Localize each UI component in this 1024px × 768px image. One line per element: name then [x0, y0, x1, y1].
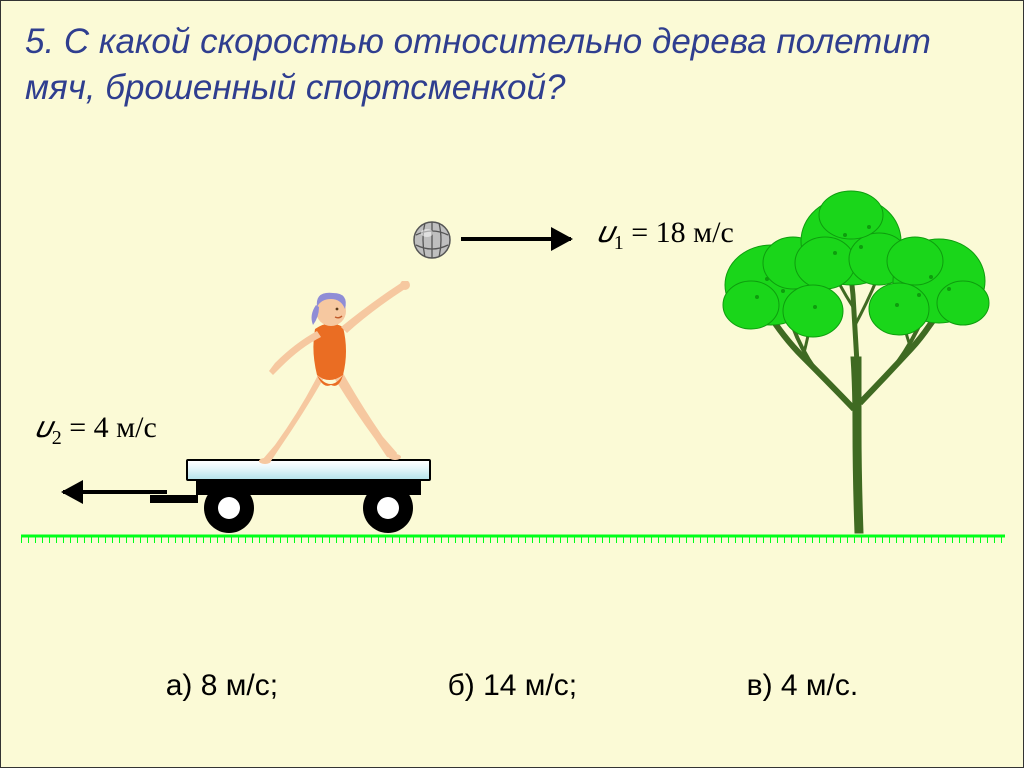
cart-wheel-right	[363, 483, 413, 533]
cart-hitch	[150, 495, 198, 503]
answer-b[interactable]: б) 14 м/с;	[448, 669, 578, 703]
velocity-arrow-cart	[63, 490, 167, 494]
v2-symbol: 𝜐	[35, 411, 52, 444]
v1-symbol: 𝜐	[597, 216, 614, 249]
slide: 5. С какой скоростью относительно дерева…	[0, 0, 1024, 768]
answer-c[interactable]: в) 4 м/с.	[747, 669, 859, 703]
answer-options: а) 8 м/с; б) 14 м/с; в) 4 м/с.	[1, 669, 1023, 703]
cart-wheel-left	[204, 483, 254, 533]
question-text: 5. С какой скоростью относительно дерева…	[25, 19, 999, 110]
v2-eq: = 4 м/с	[69, 411, 157, 444]
velocity-label-2: 𝜐2 = 4 м/с	[35, 411, 157, 450]
athlete	[253, 281, 423, 466]
diagram-scene: 𝜐1 = 18 м/с 𝜐2 = 4 м/с	[1, 151, 1024, 571]
v2-sub: 2	[52, 427, 62, 449]
ball-icon	[413, 221, 451, 259]
velocity-label-1: 𝜐1 = 18 м/с	[597, 216, 734, 255]
v1-sub: 1	[614, 232, 624, 254]
cart	[186, 459, 431, 533]
answer-a[interactable]: а) 8 м/с;	[166, 669, 278, 703]
tree-icon	[717, 187, 997, 535]
velocity-arrow-ball	[461, 237, 571, 241]
